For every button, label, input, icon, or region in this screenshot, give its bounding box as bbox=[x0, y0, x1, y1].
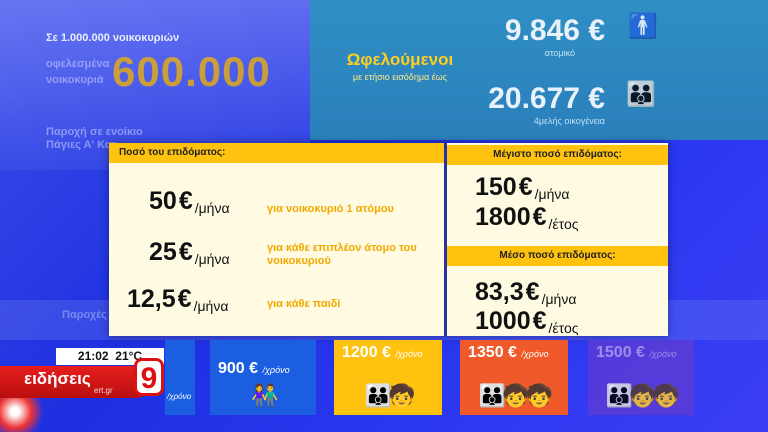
income-family-label: 4μελής οικογένεια bbox=[533, 116, 605, 126]
average-header: Μέσο ποσό επιδόματος: bbox=[447, 246, 668, 266]
family-icon: 👪🧒🧒 bbox=[478, 383, 553, 408]
income-family: 20.677 € 4μελής οικογένεια bbox=[470, 82, 605, 126]
family-icon: 👪🧒 bbox=[364, 383, 416, 408]
beneficiaries-subtitle: με ετήσιο εισόδημα έως bbox=[352, 72, 448, 82]
amount-description: για νοικοκυριό 1 ατόμου bbox=[267, 203, 394, 215]
avg-monthly-period: /μήνα bbox=[541, 291, 577, 307]
income-single-label: ατομικό bbox=[544, 48, 575, 58]
tile-partial: /χρόνο bbox=[165, 340, 195, 415]
ert-swirl-icon bbox=[0, 398, 50, 432]
tile-value: 1500 € bbox=[596, 344, 645, 361]
max-yearly-value: 1800 bbox=[475, 203, 531, 231]
tile-value: 1200 € bbox=[342, 344, 391, 361]
max-yearly-period: /έτος bbox=[548, 216, 579, 232]
tile-900: 900 € /χρόνο 👫 bbox=[210, 340, 316, 415]
faded-label: Παροχές bbox=[62, 309, 107, 321]
max-yearly: 1800 € /έτος bbox=[475, 203, 579, 232]
background-left-block bbox=[0, 0, 310, 170]
euro-sign: € bbox=[532, 307, 547, 335]
avg-monthly: 83,3 € /μήνα bbox=[475, 278, 576, 307]
max-monthly-period: /μήνα bbox=[534, 186, 570, 202]
amount-period: /μήνα bbox=[193, 298, 229, 314]
channel-site: ert.gr bbox=[94, 386, 113, 395]
faded-label: νοικοκυριά bbox=[46, 74, 104, 86]
clock-time: 21:02 bbox=[77, 349, 109, 363]
tile-unit: /χρόνο bbox=[167, 392, 192, 401]
tile-1200: 1200 € /χρόνο 👪🧒 bbox=[334, 340, 442, 415]
panel-divider bbox=[444, 143, 447, 336]
people-icon: 👫 bbox=[251, 383, 278, 408]
amount-description: για κάθε παιδί bbox=[267, 298, 341, 310]
avg-yearly-period: /έτος bbox=[548, 320, 579, 336]
euro-sign: € bbox=[518, 173, 533, 201]
avg-monthly-value: 83,3 bbox=[475, 278, 524, 306]
euro-sign: € bbox=[178, 238, 193, 266]
amount-period: /μήνα bbox=[194, 200, 230, 216]
euro-sign: € bbox=[525, 278, 540, 306]
channel-name: ειδήσεις bbox=[24, 369, 91, 388]
income-single-value: 9.846 € bbox=[504, 14, 605, 47]
amount-period: /μήνα bbox=[194, 251, 230, 267]
person-figure-icon: 🚹 bbox=[628, 13, 658, 40]
max-monthly: 150 € /μήνα bbox=[475, 173, 569, 202]
euro-sign: € bbox=[177, 285, 192, 313]
family-figures-icon: 👪 bbox=[626, 81, 656, 108]
tile-unit: /χρόνο bbox=[649, 349, 677, 359]
tile-1500: 1500 € /χρόνο 👪🧒🧒 bbox=[588, 340, 694, 415]
amount-description: για κάθε επιπλέον άτομο του νοικοκυριού bbox=[267, 242, 417, 267]
amount-row: 25 € /μήνα bbox=[149, 238, 230, 267]
avg-yearly: 1000 € /έτος bbox=[475, 307, 579, 336]
tile-value: 900 € bbox=[218, 360, 259, 377]
income-single: 9.846 € ατομικό bbox=[480, 14, 605, 58]
amount-row: 50 € /μήνα bbox=[149, 187, 230, 216]
tile-value: 1350 € bbox=[468, 344, 517, 361]
amount-value: 50 bbox=[149, 187, 177, 215]
beneficiaries-box: Ωφελούμενοι με ετήσιο εισόδημα έως bbox=[340, 50, 460, 82]
beneficiaries-title: Ωφελούμενοι bbox=[346, 50, 454, 69]
income-family-value: 20.677 € bbox=[488, 82, 605, 115]
amount-value: 12,5 bbox=[127, 285, 176, 313]
channel-number-logo: 9 bbox=[134, 358, 164, 396]
big-number: 600.000 bbox=[112, 48, 271, 95]
amount-header: Ποσό του επιδόματος: bbox=[109, 143, 444, 163]
tile-unit: /χρόνο bbox=[262, 365, 290, 375]
channel-banner: ειδήσεις ert.gr bbox=[0, 366, 152, 398]
faded-label: Πάγιες Α' Κατ. bbox=[46, 139, 120, 151]
family-icon: 👪🧒🧒 bbox=[605, 383, 680, 408]
allowance-panel: Ποσό του επιδόματος: 50 € /μήνα για νοικ… bbox=[109, 143, 668, 336]
amount-row: 12,5 € /μήνα bbox=[127, 285, 228, 314]
tile-unit: /χρόνο bbox=[395, 349, 423, 359]
background-right-block bbox=[310, 0, 768, 140]
faded-label: οφελεσμένα bbox=[46, 58, 110, 70]
tile-1350: 1350 € /χρόνο 👪🧒🧒 bbox=[460, 340, 568, 415]
max-header: Μέγιστο ποσό επιδόματος: bbox=[447, 145, 668, 165]
households-text: Σε 1.000.000 νοικοκυριών bbox=[46, 32, 180, 44]
amount-value: 25 bbox=[149, 238, 177, 266]
euro-sign: € bbox=[178, 187, 193, 215]
avg-yearly-value: 1000 bbox=[475, 307, 531, 335]
tile-unit: /χρόνο bbox=[521, 349, 549, 359]
euro-sign: € bbox=[532, 203, 547, 231]
faded-label: Παροχή σε ενοίκιο bbox=[46, 126, 143, 138]
max-monthly-value: 150 bbox=[475, 173, 517, 201]
